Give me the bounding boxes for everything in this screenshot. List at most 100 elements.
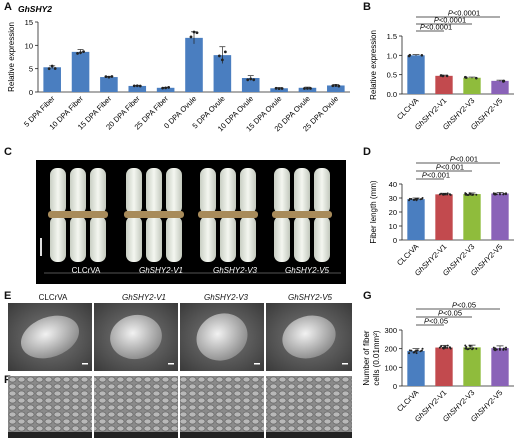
- data-point: [438, 193, 441, 196]
- x-tick-label: CLCrVA: [395, 388, 420, 413]
- fiber-bundle: [294, 168, 310, 214]
- bar: [407, 350, 425, 386]
- y-tick-label: 10: [25, 41, 33, 50]
- fiber-bundle: [146, 216, 162, 262]
- data-point: [274, 86, 278, 90]
- significance-label: P<0.001: [436, 163, 464, 172]
- data-point: [466, 348, 469, 351]
- data-point: [468, 344, 471, 347]
- data-point: [223, 50, 227, 54]
- fiber-bundle: [200, 168, 216, 214]
- data-point: [442, 193, 445, 196]
- y-axis-label: Fiber length (mm): [369, 180, 378, 243]
- panel-label-c: C: [4, 146, 12, 158]
- bar: [71, 51, 90, 92]
- data-point: [334, 84, 338, 87]
- bar: [100, 77, 118, 92]
- fiber-bundle: [274, 168, 290, 214]
- y-tick-label: 0: [393, 382, 397, 391]
- bar: [156, 87, 175, 92]
- data-point: [416, 197, 419, 200]
- fiber-bundle: [220, 168, 236, 214]
- y-tick-label: 0: [29, 88, 33, 97]
- data-point: [502, 348, 505, 351]
- data-point: [420, 53, 424, 57]
- data-point: [502, 79, 505, 83]
- data-point: [277, 87, 281, 91]
- fiber-bundle: [314, 168, 330, 214]
- significance-label: P<0.001: [422, 171, 450, 180]
- data-point: [419, 350, 422, 353]
- data-point: [306, 86, 309, 90]
- y-tick-label: 0.0: [387, 90, 397, 99]
- data-point: [76, 52, 79, 55]
- y-tick-label: 40: [389, 180, 397, 189]
- data-point: [446, 192, 449, 195]
- data-point: [303, 87, 306, 90]
- data-point: [498, 193, 501, 196]
- data-point: [220, 58, 224, 62]
- data-point: [505, 192, 508, 195]
- y-tick-label: 10: [389, 222, 397, 231]
- fiber-bundle: [50, 216, 66, 262]
- significance-label: P<0.0001: [420, 23, 452, 32]
- data-point: [408, 352, 411, 355]
- data-point: [438, 346, 441, 349]
- data-point: [47, 67, 51, 71]
- panel-label-e: E: [4, 290, 12, 302]
- data-point: [249, 77, 253, 81]
- significance-label: P<0.001: [450, 155, 478, 164]
- data-point: [309, 86, 312, 90]
- y-tick-label: 300: [384, 326, 397, 335]
- fiber-bundle: [146, 168, 162, 214]
- data-point: [449, 193, 452, 196]
- sem-e-label-1: CLCrVA: [38, 293, 68, 302]
- fiber-photo: CLCrVA GhSHY2-V1 GhSHY2-V3 GhSHY2-V5: [36, 160, 346, 284]
- sem-e-label-3: GhSHY2-V3: [203, 293, 249, 302]
- data-point: [464, 76, 468, 79]
- data-point: [475, 193, 478, 196]
- bar: [491, 193, 509, 240]
- bar: [298, 87, 317, 92]
- data-point: [469, 347, 472, 350]
- panel-label-a: A: [4, 1, 12, 13]
- seed-band: [198, 211, 258, 218]
- data-point: [445, 74, 449, 78]
- seed-band: [48, 211, 108, 218]
- data-point: [164, 86, 168, 90]
- data-point: [412, 351, 415, 354]
- significance-label: P<0.05: [424, 317, 448, 326]
- data-point: [412, 198, 415, 201]
- y-tick-label: 200: [384, 345, 397, 354]
- seed-band: [124, 211, 184, 218]
- data-point: [79, 51, 82, 55]
- x-tick-label: CLCrVA: [395, 242, 420, 267]
- fiber-photo-image: [36, 160, 346, 284]
- panel-label-d: D: [363, 146, 371, 158]
- y-tick-label: 100: [384, 363, 397, 372]
- photo-c-label-1: CLCrVA: [71, 266, 101, 275]
- data-point: [280, 87, 284, 90]
- data-point: [331, 84, 335, 88]
- sem-surface-images: [8, 376, 352, 438]
- data-point: [135, 84, 139, 88]
- data-point: [50, 64, 54, 68]
- bar: [185, 37, 203, 92]
- y-tick-label: 15: [25, 18, 33, 27]
- data-point: [464, 347, 467, 350]
- significance-label: P<0.05: [452, 301, 476, 310]
- sem-seed-panel: CLCrVA GhSHY2-V1 GhSHY2-V3 GhSHY2-V5: [6, 291, 354, 373]
- data-point: [475, 347, 478, 350]
- data-point: [246, 78, 250, 82]
- data-point: [410, 197, 413, 200]
- data-point: [252, 78, 256, 82]
- data-point: [408, 197, 411, 200]
- data-point: [492, 346, 495, 349]
- data-point: [444, 192, 447, 195]
- data-point: [414, 350, 417, 353]
- bar: [270, 88, 288, 92]
- data-point: [444, 345, 447, 348]
- bar: [241, 78, 260, 92]
- data-point: [161, 86, 165, 90]
